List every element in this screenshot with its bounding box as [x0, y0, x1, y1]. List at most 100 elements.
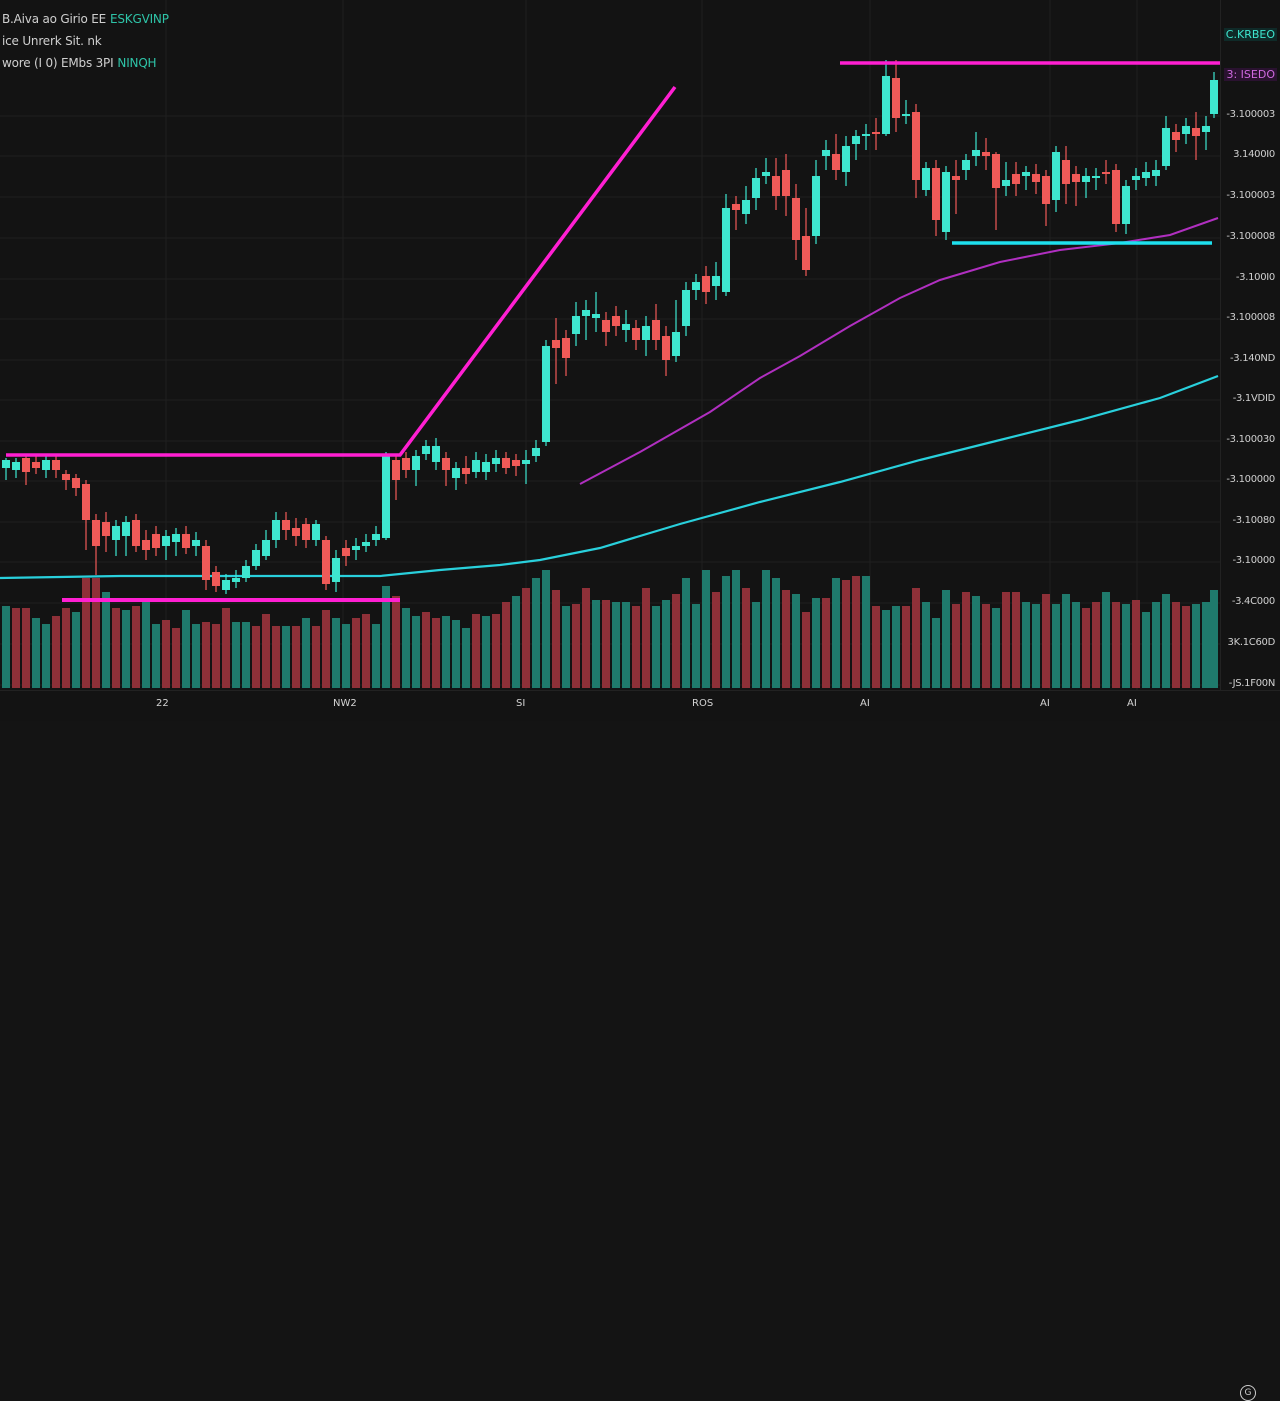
legend-line-ema[interactable]: wore (I 0) EMbs 3PI NINQH [2, 52, 169, 74]
price-tick-label: -3.100000 [1226, 474, 1275, 485]
candle-bull [532, 448, 540, 456]
legend-line-symbol[interactable]: B.Aiva ao Girio EE ESKGVINP [2, 8, 169, 30]
volume-bar [612, 602, 620, 688]
volume-bar [952, 604, 960, 688]
price-chart-area[interactable]: B.Aiva ao Girio EE ESKGVINP ice Unrerk Si… [0, 0, 1220, 690]
candle-bull [1210, 80, 1218, 114]
volume-bar [222, 608, 230, 688]
volume-bar [192, 624, 200, 688]
settings-icon[interactable]: G [1240, 1385, 1256, 1401]
volume-bar [792, 594, 800, 688]
candle-bull [192, 540, 200, 546]
candle-bear [732, 204, 740, 210]
volume-bar [1002, 592, 1010, 688]
candle-bear [392, 460, 400, 480]
volume-bar [482, 616, 490, 688]
volume-bar [342, 624, 350, 688]
volume-bar [902, 606, 910, 688]
volume-bar [52, 616, 60, 688]
volume-bar [512, 596, 520, 688]
candle-bull [332, 558, 340, 582]
candle-bear [662, 336, 670, 360]
candle-bear [1012, 174, 1020, 184]
volume-bar [1042, 594, 1050, 688]
volume-bar [532, 578, 540, 688]
volume-bar [1052, 604, 1060, 688]
candle-bear [52, 460, 60, 470]
volume-bar [1172, 602, 1180, 688]
candle-bull [352, 546, 360, 550]
candle-bear [1042, 176, 1050, 204]
volume-bar [332, 618, 340, 688]
candle-bull [412, 456, 420, 470]
volume-bar [422, 612, 430, 688]
volume-bar [992, 608, 1000, 688]
candlestick-chart[interactable] [0, 0, 1220, 690]
candle-bull [762, 172, 770, 176]
candle-bull [962, 160, 970, 170]
candle-bear [1072, 174, 1080, 182]
legend-line-ohlc[interactable]: ice Unrerk Sit. nk [2, 30, 169, 52]
candle-bear [72, 478, 80, 488]
volume-bar [862, 576, 870, 688]
volume-bar [472, 614, 480, 688]
volume-bar [62, 608, 70, 688]
volume-bar [922, 602, 930, 688]
legend-symbol-text: B.Aiva ao Girio EE [2, 12, 106, 26]
price-axis[interactable]: C.KRBEO 3: ISEDO -3.100003 3.1400I0 -3.100… [1220, 0, 1280, 690]
candle-bear [342, 548, 350, 556]
volume-bar [552, 590, 560, 688]
candle-bull [162, 536, 170, 546]
volume-bar [832, 578, 840, 688]
candle-bear [932, 168, 940, 220]
candle-bear [552, 340, 560, 348]
candle-bear [1192, 128, 1200, 136]
volume-bar [702, 570, 710, 688]
volume-bar [1062, 594, 1070, 688]
candle-bull [862, 134, 870, 136]
candle-bear [872, 132, 880, 134]
candle-bull [222, 580, 230, 590]
volume-bar [322, 610, 330, 688]
volume-bar [712, 592, 720, 688]
volume-bar [1072, 602, 1080, 688]
volume-bar [162, 620, 170, 688]
indicator-legend: B.Aiva ao Girio EE ESKGVINP ice Unrerk Si… [2, 8, 169, 74]
volume-bar [1102, 592, 1110, 688]
candle-bull [852, 136, 860, 144]
candle-bull [622, 324, 630, 330]
volume-bar [372, 624, 380, 688]
volume-bar [262, 614, 270, 688]
candle-bull [492, 458, 500, 464]
volume-bar [352, 618, 360, 688]
candle-bear [1102, 172, 1110, 174]
volume-bar [212, 624, 220, 688]
volume-bar [452, 620, 460, 688]
volume-bar [182, 610, 190, 688]
volume-bar [1202, 602, 1210, 688]
candle-bear [992, 154, 1000, 188]
volume-bar [1012, 592, 1020, 688]
volume-bar [92, 578, 100, 688]
candle-bull [642, 326, 650, 340]
candle-bull [272, 520, 280, 540]
candle-bear [892, 78, 900, 118]
volume-bar [252, 626, 260, 688]
volume-bar [1022, 602, 1030, 688]
candle-bull [432, 446, 440, 462]
candle-bull [1202, 126, 1210, 132]
legend-ema-text: wore (I 0) EMbs 3PI [2, 56, 114, 70]
volume-bar [942, 590, 950, 688]
candle-bull [572, 316, 580, 334]
candle-bear [982, 152, 990, 156]
time-axis[interactable]: 22 NW2 SI ROS AI AI AI G [0, 690, 1280, 1401]
candle-bull [452, 468, 460, 478]
volume-bar [592, 600, 600, 688]
candle-bull [972, 150, 980, 156]
candle-bull [882, 76, 890, 134]
candle-bull [252, 550, 260, 566]
volume-bar [882, 610, 890, 688]
volume-bar [562, 606, 570, 688]
price-tick-label: -3.100008 [1226, 312, 1275, 323]
